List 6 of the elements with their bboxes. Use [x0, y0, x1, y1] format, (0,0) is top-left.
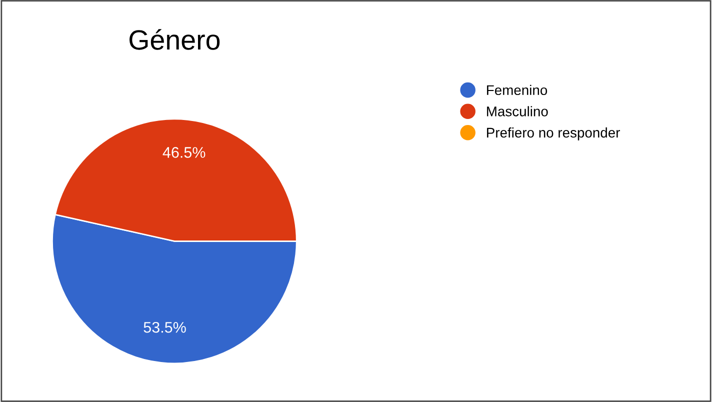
chart-title: Género [130, 29, 220, 50]
data-label: 53.5% [144, 322, 186, 333]
legend-label: Femenino [487, 84, 548, 96]
legend-label: Prefiero no responder [487, 127, 620, 140]
legend-label: Masculino [487, 106, 548, 116]
data-label: 46.5% [162, 147, 206, 158]
